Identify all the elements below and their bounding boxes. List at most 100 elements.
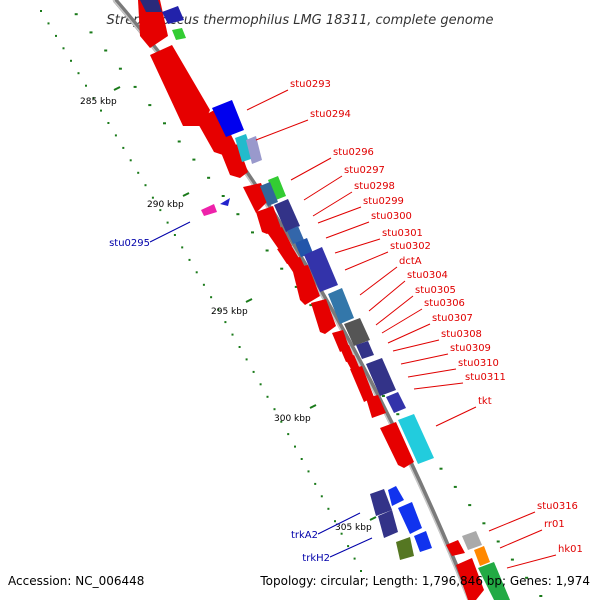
gene-block [274, 199, 300, 232]
scale-dot [266, 395, 269, 398]
gene-leader-line [499, 529, 543, 549]
scale-dot [224, 321, 227, 324]
gene-label[interactable]: rr01 [544, 519, 565, 530]
ring-dot [381, 395, 385, 397]
scale-dot [188, 258, 191, 261]
gene-label[interactable]: stu0299 [363, 196, 404, 207]
gene-label[interactable]: tkt [478, 396, 492, 407]
gene-label[interactable]: stu0316 [537, 501, 578, 512]
gene-arrow [446, 540, 465, 556]
gene-leader-line [407, 368, 457, 378]
scale-dot [327, 507, 330, 510]
ring-dot [221, 195, 225, 197]
gene-leader-line [435, 406, 477, 427]
scale-major-tick [182, 192, 190, 197]
gene-label[interactable]: stu0305 [415, 285, 456, 296]
gene-leader-line [400, 353, 449, 365]
gene-label[interactable]: dctA [399, 256, 422, 267]
scale-dot [70, 59, 72, 62]
ring-dot [265, 249, 269, 252]
scale-dot [55, 34, 57, 37]
scale-major-tick [309, 404, 317, 409]
scale-dot [294, 445, 296, 448]
gene-leader-line [392, 339, 440, 352]
scale-dot [259, 383, 262, 386]
scale-dot [245, 358, 248, 361]
gene-label[interactable]: stu0311 [465, 372, 506, 383]
ring-dot [294, 285, 298, 288]
gene-label[interactable]: stu0307 [432, 313, 473, 324]
gene-label[interactable]: stu0306 [424, 298, 465, 309]
ring-dot [496, 540, 500, 543]
gene-arrow [292, 265, 320, 305]
gene-label[interactable]: stu0296 [333, 147, 374, 158]
gene-leader-line [312, 191, 353, 217]
scale-dot [144, 184, 147, 187]
gene-block [201, 204, 217, 216]
gene-block [366, 358, 396, 396]
gene-label[interactable]: stu0300 [371, 211, 412, 222]
ring-dot [89, 31, 93, 34]
gene-leader-line [325, 221, 370, 239]
map-title: Streptococcus thermophilus LMG 18311, co… [107, 13, 494, 28]
gene-label[interactable]: stu0295 [109, 238, 150, 249]
gene-arrow [398, 502, 422, 534]
gene-arrow [311, 299, 336, 334]
gene-label[interactable]: stu0308 [441, 329, 482, 340]
scale-dot [202, 283, 205, 286]
ring-dot [539, 595, 543, 597]
gene-arrow [345, 355, 360, 371]
scale-dot [347, 545, 350, 548]
gene-arrow [196, 108, 236, 156]
scale-dot [100, 109, 102, 112]
gene-leader-line [506, 554, 557, 569]
ring-dot [468, 504, 472, 507]
scale-dot [195, 271, 198, 274]
gene-leader-line [317, 206, 362, 224]
scale-major-tick [113, 86, 121, 91]
gene-leader-line [149, 221, 191, 243]
scale-dot [231, 333, 234, 336]
scale-dot [92, 97, 95, 100]
scale-dot [320, 495, 323, 498]
ring-dot [192, 158, 196, 161]
gene-label[interactable]: stu0294 [310, 109, 351, 120]
scale-major-tick [369, 516, 377, 521]
genome-summary-text: Topology: circular; Length: 1,796,846 bp… [259, 574, 590, 588]
gene-label[interactable]: stu0304 [407, 270, 448, 281]
gene-label[interactable]: stu0310 [458, 358, 499, 369]
ring-dot [104, 49, 108, 52]
scale-dot [159, 209, 162, 212]
gene-arrow [414, 531, 432, 552]
gene-leader-line [387, 323, 431, 344]
gene-leader-line [488, 511, 536, 532]
gene-label[interactable]: stu0297 [344, 165, 385, 176]
gene-leader-line [334, 238, 381, 254]
scale-dot [85, 84, 87, 87]
gene-block [344, 318, 370, 346]
accession-text: Accession: NC_006448 [8, 574, 144, 588]
gene-label[interactable]: hk01 [558, 544, 583, 555]
scale-label: 295 kbp [211, 307, 248, 317]
scale-label: 300 kbp [274, 414, 311, 424]
scale-label: 285 kbp [80, 97, 117, 107]
gene-label[interactable]: trkA2 [291, 530, 318, 541]
scale-dot [287, 433, 290, 436]
gene-label[interactable]: stu0309 [450, 343, 491, 354]
gene-block [268, 176, 286, 200]
scale-dot [173, 234, 176, 236]
scale-dot [360, 570, 362, 572]
ring-dot [396, 413, 400, 416]
gene-label[interactable]: stu0298 [354, 181, 395, 192]
gene-label[interactable]: stu0293 [290, 79, 331, 90]
gene-label[interactable]: trkH2 [302, 553, 330, 564]
gene-block [140, 0, 162, 12]
gene-block [162, 6, 184, 24]
gene-block [370, 489, 392, 516]
gene-label[interactable]: stu0302 [390, 241, 431, 252]
ring-dot [439, 467, 443, 470]
scale-dot [280, 420, 283, 423]
gene-label[interactable]: stu0301 [382, 228, 423, 239]
gene-arrow [220, 198, 230, 206]
scale-dot [77, 72, 80, 75]
